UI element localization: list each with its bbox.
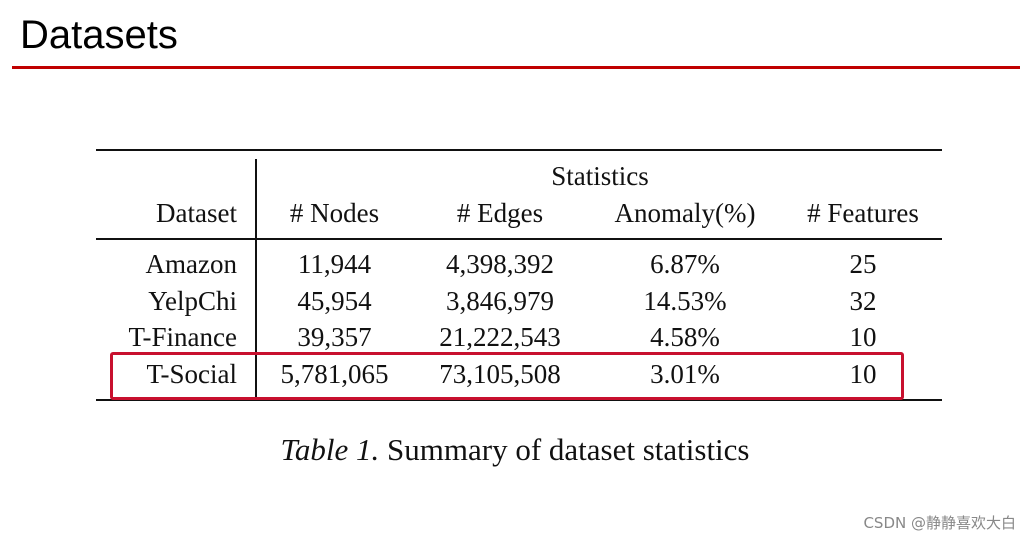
slide-title: Datasets	[20, 13, 178, 57]
cell-anomaly: 3.01%	[650, 359, 720, 389]
column-header-edges: # Edges	[456, 198, 544, 228]
cell-dataset: Amazon	[145, 249, 237, 279]
cell-features: 10	[849, 359, 877, 389]
column-header-nodes: # Nodes	[289, 198, 380, 228]
cell-nodes: 11,944	[297, 249, 372, 279]
cell-dataset: T-Finance	[128, 322, 237, 352]
cell-anomaly: 6.87%	[650, 249, 720, 279]
cell-nodes: 5,781,065	[280, 359, 389, 389]
cell-dataset: YelpChi	[148, 286, 237, 316]
table-bottom-rule	[96, 399, 942, 401]
cell-features: 32	[849, 286, 877, 316]
cell-dataset: T-Social	[146, 359, 238, 389]
column-header-anomaly: Anomaly(%)	[614, 198, 756, 228]
table-top-rule	[96, 149, 942, 151]
column-header-dataset: Dataset	[156, 198, 237, 228]
cell-edges: 4,398,392	[446, 249, 554, 279]
caption-text: Summary of dataset statistics	[387, 432, 750, 467]
table-header-rule	[96, 238, 942, 240]
title-underline	[12, 66, 1020, 69]
group-header-statistics: Statistics	[551, 161, 649, 191]
cell-edges: 21,222,543	[439, 322, 561, 352]
cell-features: 10	[849, 322, 877, 352]
cell-edges: 3,846,979	[446, 286, 554, 316]
cell-nodes: 39,357	[297, 322, 372, 352]
table-caption: Table 1. Summary of dataset statistics	[0, 430, 1030, 470]
cell-anomaly: 14.53%	[643, 286, 727, 316]
cell-edges: 73,105,508	[439, 359, 561, 389]
cell-nodes: 45,954	[297, 286, 372, 316]
cell-anomaly: 4.58%	[650, 322, 720, 352]
table-column-separator	[255, 159, 257, 397]
cell-features: 25	[849, 249, 877, 279]
column-header-features: # Features	[807, 198, 919, 228]
highlight-box	[110, 352, 904, 400]
watermark: CSDN @静静喜欢大白	[863, 514, 1016, 532]
caption-label: Table 1.	[280, 432, 380, 467]
